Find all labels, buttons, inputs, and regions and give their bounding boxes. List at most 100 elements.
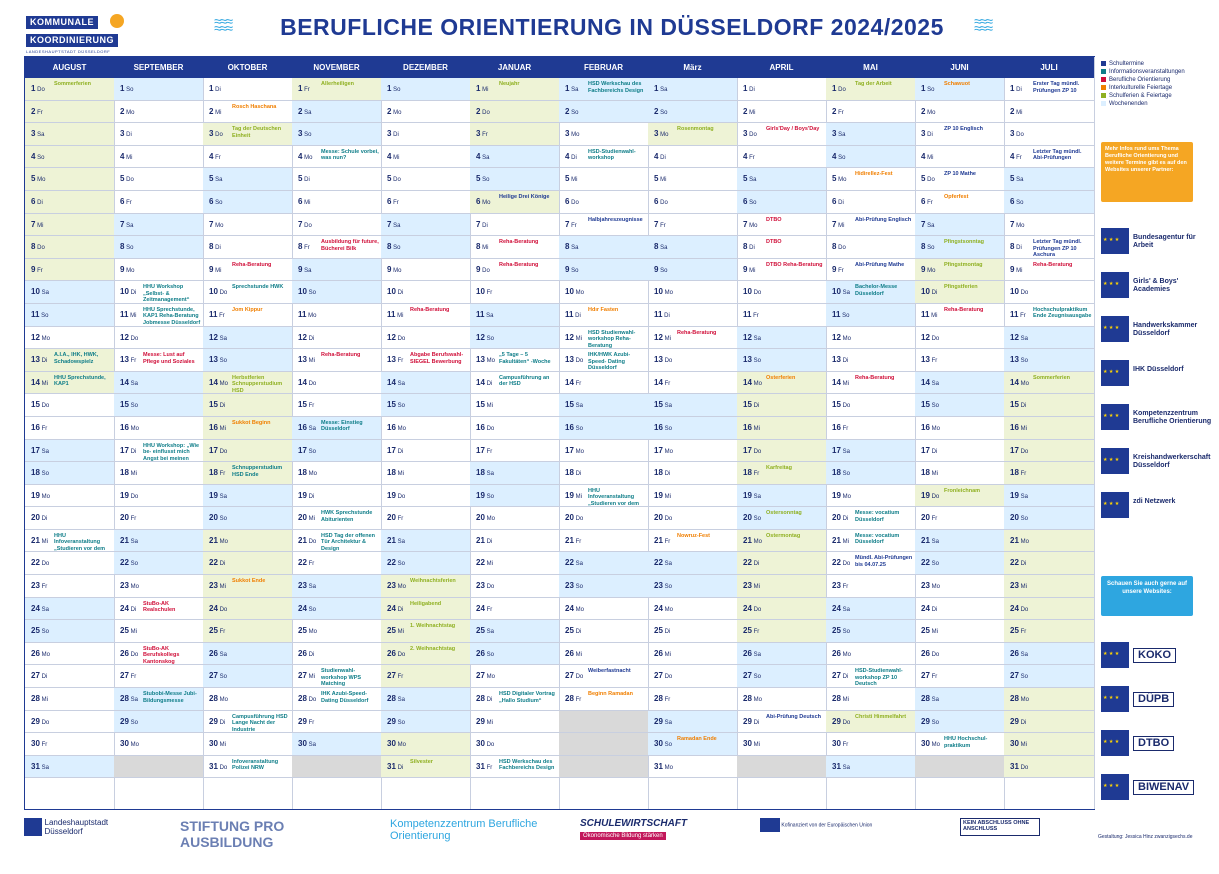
day-cell: 2 Mo	[114, 101, 203, 124]
weekday: Sa	[747, 177, 757, 184]
day-num: 25	[209, 626, 218, 636]
day-number: 9 Fr	[31, 265, 43, 276]
weekday: Mo	[573, 448, 584, 455]
day-num: 6	[476, 196, 481, 206]
website-logo[interactable]: BIWENAV	[1101, 774, 1215, 800]
month-header: APRIL	[737, 57, 826, 78]
day-cell: 14 Do	[292, 372, 381, 395]
weekday: Mo	[39, 651, 50, 658]
day-num: 21	[476, 535, 485, 545]
day-number: 23 Mi	[1010, 581, 1027, 592]
weekday: Mo	[1014, 222, 1025, 229]
partner-logo[interactable]: zdi Netzwerk	[1101, 492, 1215, 518]
legend-label: Schulferien & Feiertage	[1109, 93, 1172, 99]
day-num: 17	[921, 445, 930, 455]
day-number: 16 Mi	[1010, 423, 1027, 434]
day-num: 24	[921, 603, 930, 613]
day-num: 24	[1010, 603, 1019, 613]
day-num: 1	[120, 84, 125, 93]
weekday: Fr	[840, 584, 849, 591]
day-number: 19 Sa	[1010, 491, 1028, 502]
partner-logo[interactable]: Bundesagentur für Arbeit	[1101, 228, 1215, 254]
day-cell: 27 Mo	[470, 665, 559, 689]
partner-logo[interactable]: Handwerkskammer Düsseldorf	[1101, 316, 1215, 342]
website-info-box: Schauen Sie auch gerne auf unsere Websit…	[1101, 576, 1193, 616]
day-num: 8	[654, 242, 659, 252]
day-cell: 8 Di	[203, 236, 292, 259]
day-num: 30	[31, 739, 40, 749]
event-label: Campusführung an der HSD	[499, 374, 550, 388]
event-label: Ausbildung für future, Bücherei Bilk	[321, 239, 379, 252]
day-number: 2 Mi	[209, 107, 221, 118]
day-cell: 13 Fr Abgabe Berufswahl- SIEGEL Bewerbung	[381, 349, 470, 372]
partner-logo[interactable]: Kompetenzzentrum Berufliche Orientierung	[1101, 404, 1215, 430]
month-header: JULI	[1004, 57, 1094, 78]
day-number: 9 Mo	[387, 265, 401, 276]
weekday: Di	[925, 132, 933, 139]
weekday: Mo	[395, 584, 406, 591]
day-num: 8	[387, 242, 392, 252]
day-cell: 3 Do Girls'Day / Boys'Day	[737, 123, 826, 146]
day-cell: 15 Do	[25, 394, 114, 417]
day-num: 31	[209, 761, 218, 771]
day-cell: 8 So	[381, 236, 470, 259]
weekday: Fr	[302, 87, 310, 93]
day-cell: 1 So	[381, 78, 470, 101]
event-label: Pfingstsonntag	[944, 239, 985, 246]
day-num: 12	[921, 332, 930, 342]
day-num: 21	[565, 535, 574, 545]
partner-logo[interactable]: Kreishandwerkerschaft Düsseldorf	[1101, 448, 1215, 474]
weekday: Di	[747, 87, 755, 93]
weekday: Mi	[480, 245, 489, 252]
day-cell: 25 Fr	[1004, 620, 1094, 643]
day-num: 30	[387, 739, 396, 749]
day-num: 20	[565, 513, 574, 523]
weekday: Fr	[217, 471, 226, 478]
website-logo[interactable]: DTBO	[1101, 730, 1215, 756]
day-number: 12 Mi	[654, 333, 671, 344]
day-cell: 15 Do	[826, 394, 915, 417]
day-number: 24 Do	[1010, 604, 1028, 615]
day-cell: 17 Mo	[648, 440, 737, 463]
event-label: Sommerferien	[54, 81, 91, 87]
day-num: 4	[654, 151, 659, 161]
partner-logo[interactable]: IHK Düsseldorf	[1101, 360, 1215, 386]
day-number: 12 Do	[921, 333, 939, 344]
day-num: 9	[921, 264, 926, 274]
weekday: Mi	[840, 380, 849, 387]
website-logo[interactable]: DÜPB	[1101, 686, 1215, 712]
day-cell: 20 Mo	[470, 507, 559, 530]
weekday: Di	[929, 448, 938, 455]
weekday: So	[925, 87, 935, 93]
event-label: DTBO	[766, 239, 782, 246]
month-column-4: DEZEMBER 1 So 2 Mo 3 Di 4 Mi 5 Do 6 Fr 7 Sa 8 So…	[381, 57, 471, 809]
day-number: 15 Mi	[476, 400, 493, 411]
weekday: Sa	[306, 425, 316, 432]
day-num: 28	[832, 694, 841, 704]
day-number: 30 So	[654, 739, 672, 750]
day-cell: 10 Do Sprechstunde HWK	[203, 281, 292, 304]
day-cell: 24 Mo	[648, 598, 737, 621]
day-num: 17	[476, 445, 485, 455]
day-number: 30 Mi	[743, 739, 760, 750]
day-num: 26	[476, 648, 485, 658]
day-cell: 23 So	[648, 575, 737, 598]
day-cell: 14 Sa	[114, 371, 203, 395]
weekday: Di	[1018, 403, 1027, 410]
event-label: Beginn Ramadan	[588, 691, 633, 698]
day-num: 7	[209, 219, 214, 229]
day-cell: 4 Di HSD-Studienwahl- workshop	[559, 146, 648, 169]
partner-logo[interactable]: Girls' & Boys' Academies	[1101, 272, 1215, 298]
day-num: 2	[1010, 106, 1015, 116]
day-cell: 2 Mi	[1004, 101, 1094, 124]
website-logo[interactable]: KOKO	[1101, 642, 1215, 668]
day-number: 30 Sa	[298, 739, 316, 750]
day-cell: 14 Fr	[648, 372, 737, 395]
weekday: So	[217, 358, 227, 365]
day-cell: 20 Di Messe: vocatium Düsseldorf	[826, 507, 915, 530]
day-number: 19 Sa	[743, 491, 761, 502]
day-number: 20 Mo	[476, 513, 495, 524]
day-num: 24	[209, 603, 218, 613]
event-label: HSD-Studienwahl- workshop	[588, 148, 636, 162]
day-number: 11 Fr	[209, 310, 225, 321]
